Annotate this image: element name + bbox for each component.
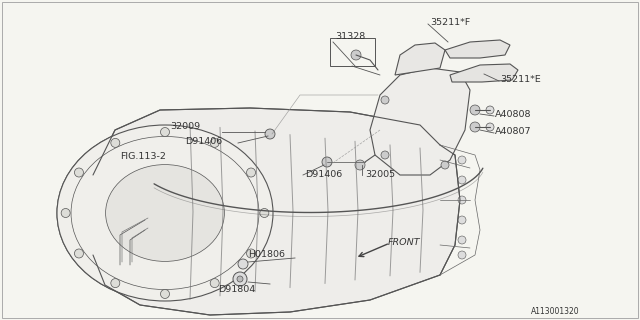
Circle shape bbox=[351, 50, 361, 60]
Circle shape bbox=[210, 138, 219, 148]
Text: D91406: D91406 bbox=[185, 137, 222, 146]
Text: A113001320: A113001320 bbox=[531, 307, 580, 316]
Circle shape bbox=[237, 276, 243, 282]
Circle shape bbox=[111, 279, 120, 288]
Circle shape bbox=[246, 249, 255, 258]
Bar bbox=[330, 38, 375, 66]
Polygon shape bbox=[450, 64, 518, 82]
Circle shape bbox=[246, 249, 255, 258]
Text: 35211*F: 35211*F bbox=[430, 18, 470, 27]
Circle shape bbox=[381, 96, 389, 104]
Circle shape bbox=[74, 249, 83, 258]
Text: FIG.113-2: FIG.113-2 bbox=[120, 152, 166, 161]
Circle shape bbox=[458, 156, 466, 164]
Circle shape bbox=[486, 123, 494, 131]
Polygon shape bbox=[93, 108, 460, 315]
Circle shape bbox=[246, 168, 255, 177]
Polygon shape bbox=[445, 40, 510, 58]
Ellipse shape bbox=[57, 125, 273, 301]
Circle shape bbox=[470, 122, 480, 132]
Circle shape bbox=[210, 279, 219, 288]
Circle shape bbox=[111, 138, 120, 148]
Circle shape bbox=[322, 157, 332, 167]
Circle shape bbox=[74, 168, 83, 177]
Circle shape bbox=[111, 138, 120, 148]
Circle shape bbox=[210, 279, 219, 288]
Circle shape bbox=[381, 151, 389, 159]
Circle shape bbox=[260, 209, 269, 218]
Text: 31328: 31328 bbox=[335, 32, 365, 41]
Ellipse shape bbox=[106, 164, 225, 261]
Circle shape bbox=[458, 196, 466, 204]
Text: 32009: 32009 bbox=[170, 122, 200, 131]
Text: A40808: A40808 bbox=[495, 110, 531, 119]
Circle shape bbox=[74, 249, 83, 258]
Text: FRONT: FRONT bbox=[388, 238, 420, 247]
Circle shape bbox=[61, 209, 70, 218]
Circle shape bbox=[210, 138, 219, 148]
Circle shape bbox=[74, 168, 83, 177]
Circle shape bbox=[355, 160, 365, 170]
Circle shape bbox=[233, 272, 247, 286]
Circle shape bbox=[458, 176, 466, 184]
Text: H01806: H01806 bbox=[248, 250, 285, 259]
Circle shape bbox=[265, 129, 275, 139]
Polygon shape bbox=[370, 68, 470, 175]
Text: 32005: 32005 bbox=[365, 170, 395, 179]
Circle shape bbox=[458, 236, 466, 244]
Circle shape bbox=[470, 105, 480, 115]
Text: A40807: A40807 bbox=[495, 127, 531, 136]
Circle shape bbox=[441, 161, 449, 169]
Circle shape bbox=[111, 279, 120, 288]
Ellipse shape bbox=[57, 125, 273, 301]
Circle shape bbox=[238, 259, 248, 269]
Circle shape bbox=[486, 106, 494, 114]
Circle shape bbox=[161, 128, 170, 137]
Circle shape bbox=[161, 290, 170, 299]
Circle shape bbox=[161, 290, 170, 299]
Circle shape bbox=[458, 216, 466, 224]
Circle shape bbox=[260, 209, 269, 218]
Text: D91406: D91406 bbox=[305, 170, 342, 179]
Circle shape bbox=[61, 209, 70, 218]
Circle shape bbox=[161, 128, 170, 137]
Circle shape bbox=[246, 168, 255, 177]
Ellipse shape bbox=[106, 164, 225, 261]
Text: D91804: D91804 bbox=[218, 285, 255, 294]
Polygon shape bbox=[395, 43, 445, 75]
Circle shape bbox=[458, 251, 466, 259]
Text: 35211*E: 35211*E bbox=[500, 75, 541, 84]
